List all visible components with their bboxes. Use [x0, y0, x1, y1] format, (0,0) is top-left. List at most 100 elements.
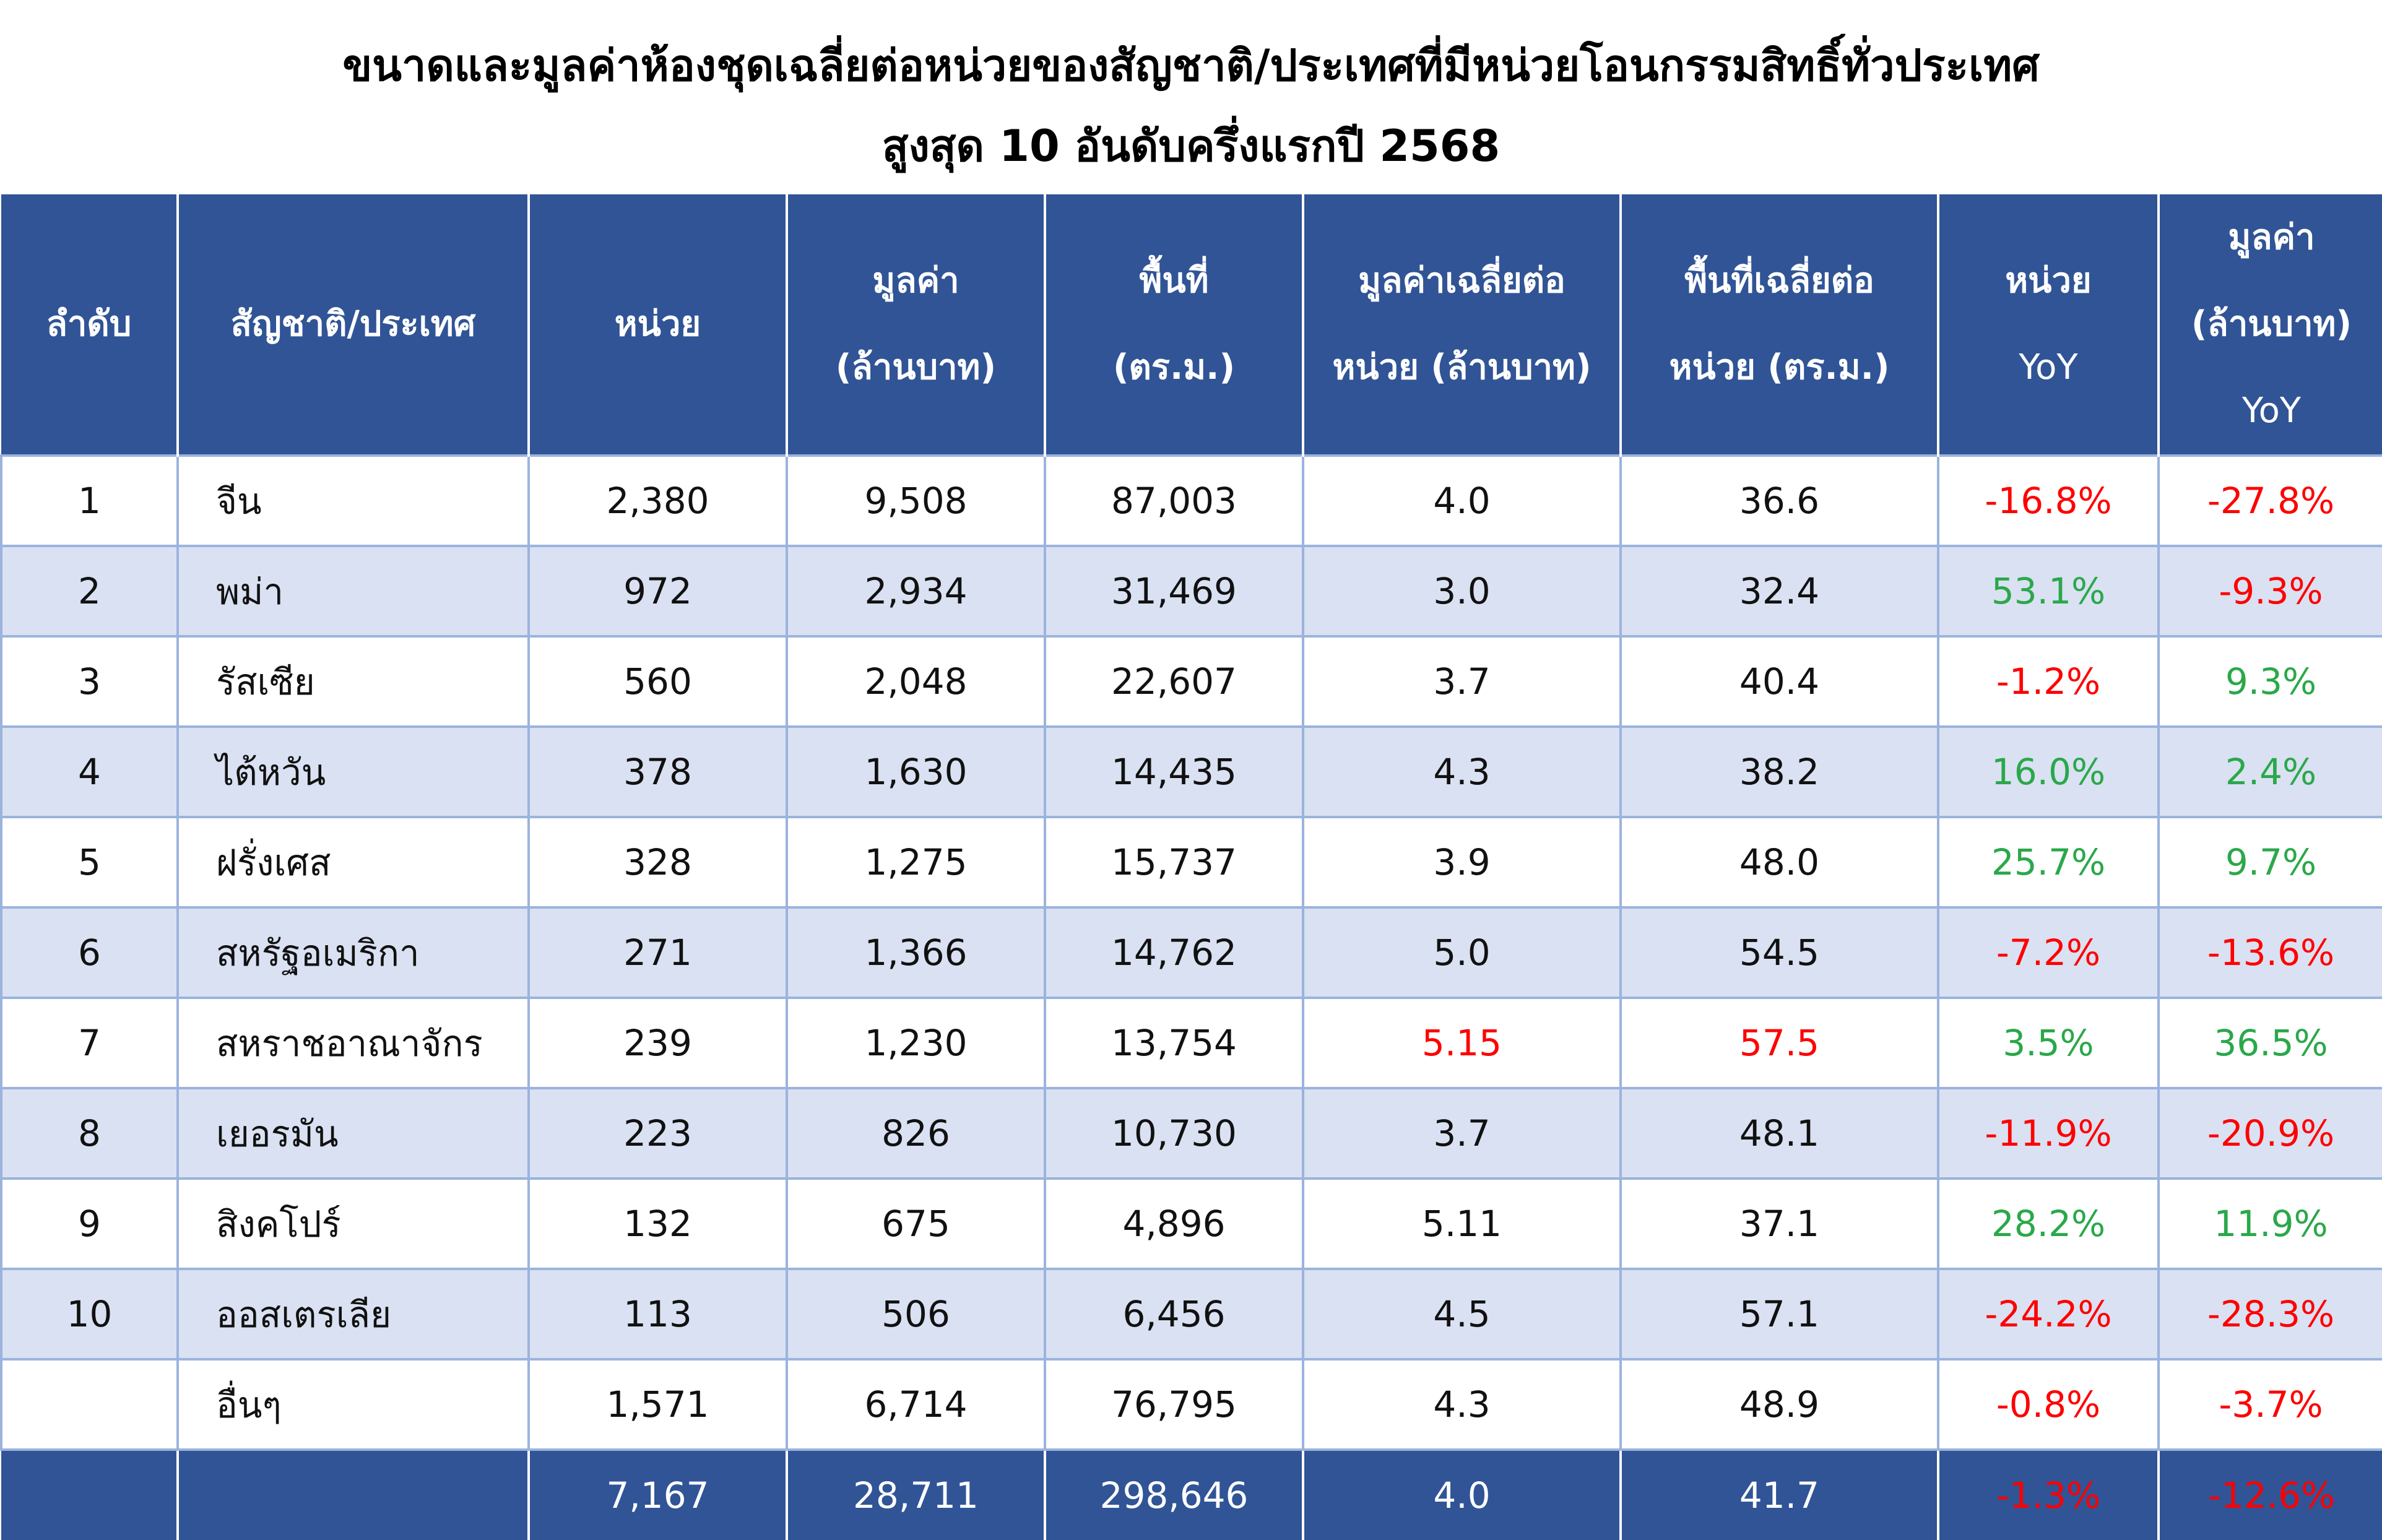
- total-value-yoy: -12.6%: [2157, 1450, 2382, 1540]
- title-line-2: สูงสุด 10 อันดับครึ่งแรกปี 2568: [881, 121, 1501, 171]
- cell-country: ฝรั่งเศส: [176, 816, 530, 909]
- cell-avg-area: 54.5: [1619, 906, 1939, 999]
- cell-units: 560: [527, 635, 788, 728]
- total-area: 298,646: [1044, 1450, 1303, 1540]
- cell-avg-value: 4.3: [1302, 1358, 1622, 1451]
- cell-units: 223: [527, 1087, 788, 1180]
- header-area: พื้นที่ (ตร.ม.): [1044, 194, 1303, 456]
- cell-country: ไต้หวัน: [176, 725, 530, 818]
- header-avg-area-l2: หน่วย (ตร.ม.): [1669, 347, 1890, 387]
- table-row: 7 สหราชอาณาจักร 239 1,230 13,754 5.15 57.5 3.5%…: [0, 997, 2382, 1089]
- cell-avg-value: 5.15: [1302, 997, 1622, 1089]
- header-row: ลำดับ สัญชาติ/ประเทศ หน่วย มูลค่า (ล้านบาท) พ…: [1, 194, 2382, 456]
- cell-rank: 3: [0, 635, 179, 728]
- table-body: 1 จีน 2,380 9,508 87,003 4.0 36.6 -16.8% -27.8% 2…: [0, 454, 2382, 1540]
- header-country-l1: สัญชาติ/ประเทศ: [230, 304, 476, 344]
- header-value-yoy-l2: (ล้านบาท): [2191, 304, 2352, 344]
- cell-value-yoy: 2.4%: [2157, 725, 2382, 818]
- header-units-yoy: หน่วย YoY: [1937, 194, 2159, 456]
- cell-area: 6,456: [1044, 1268, 1304, 1360]
- cell-units: 113: [527, 1268, 788, 1360]
- cell-value-yoy: -28.3%: [2157, 1268, 2382, 1360]
- header-avg-value-l1: มูลค่าเฉลี่ยต่อ: [1358, 261, 1566, 301]
- cell-avg-area: 57.1: [1619, 1268, 1939, 1360]
- cell-area: 10,730: [1044, 1087, 1304, 1180]
- cell-value: 1,275: [786, 816, 1046, 909]
- cell-value-yoy: -3.7%: [2157, 1358, 2382, 1451]
- header-rank-l1: ลำดับ: [46, 304, 132, 344]
- cell-area: 87,003: [1044, 454, 1304, 547]
- cell-units: 271: [527, 906, 788, 999]
- cell-value: 506: [786, 1268, 1046, 1360]
- cell-rank: [0, 1358, 179, 1451]
- header-area-l1: พื้นที่: [1139, 261, 1209, 301]
- cell-country: สิงคโปร์: [176, 1177, 530, 1270]
- header-rank: ลำดับ: [1, 194, 178, 456]
- cell-units-yoy: -16.8%: [1937, 454, 2160, 547]
- cell-avg-value: 3.9: [1302, 816, 1622, 909]
- header-value-yoy-l1: มูลค่า: [2228, 217, 2315, 257]
- cell-avg-area: 36.6: [1619, 454, 1939, 547]
- cell-avg-value: 4.0: [1302, 454, 1622, 547]
- cell-avg-area: 40.4: [1619, 635, 1939, 728]
- table-row: 4 ไต้หวัน 378 1,630 14,435 4.3 38.2 16.0% 2.4%: [0, 725, 2382, 818]
- total-units-yoy: -1.3%: [1937, 1450, 2159, 1540]
- cell-units: 378: [527, 725, 788, 818]
- header-units-yoy-l2: YoY: [2019, 347, 2078, 387]
- cell-rank: 2: [0, 545, 179, 638]
- header-value: มูลค่า (ล้านบาท): [786, 194, 1045, 456]
- cell-avg-area: 32.4: [1619, 545, 1939, 638]
- cell-avg-value: 3.0: [1302, 545, 1622, 638]
- cell-value-yoy: 11.9%: [2157, 1177, 2382, 1270]
- header-units-l1: หน่วย: [614, 304, 701, 344]
- cell-units-yoy: 53.1%: [1937, 545, 2160, 638]
- cell-value: 675: [786, 1177, 1046, 1270]
- cell-rank: 4: [0, 725, 179, 818]
- cell-area: 14,762: [1044, 906, 1304, 999]
- cell-avg-value: 3.7: [1302, 635, 1622, 728]
- cell-avg-area: 48.0: [1619, 816, 1939, 909]
- cell-rank: 6: [0, 906, 179, 999]
- cell-avg-area: 37.1: [1619, 1177, 1939, 1270]
- cell-area: 13,754: [1044, 997, 1304, 1089]
- cell-country: สหราชอาณาจักร: [176, 997, 530, 1089]
- header-avg-value-l2: หน่วย (ล้านบาท): [1332, 347, 1592, 387]
- table-row: 2 พม่า 972 2,934 31,469 3.0 32.4 53.1% -9.3%: [0, 545, 2382, 638]
- cell-area: 22,607: [1044, 635, 1304, 728]
- cell-rank: 9: [0, 1177, 179, 1270]
- cell-value: 1,366: [786, 906, 1046, 999]
- header-value-yoy-l3: YoY: [2241, 391, 2302, 431]
- cell-value: 6,714: [786, 1358, 1046, 1451]
- cell-avg-value: 4.5: [1302, 1268, 1622, 1360]
- cell-avg-value: 4.3: [1302, 725, 1622, 818]
- cell-rank: 8: [0, 1087, 179, 1180]
- cell-units-yoy: -11.9%: [1937, 1087, 2160, 1180]
- cell-value-yoy: -27.8%: [2157, 454, 2382, 547]
- cell-value: 9,508: [786, 454, 1046, 547]
- total-avg-value: 4.0: [1302, 1450, 1621, 1540]
- cell-country: รัสเซีย: [176, 635, 530, 728]
- total-country: [176, 1450, 529, 1540]
- header-avg-area-l1: พื้นที่เฉลี่ยต่อ: [1684, 261, 1874, 301]
- cell-avg-value: 5.11: [1302, 1177, 1622, 1270]
- cell-units: 132: [527, 1177, 788, 1270]
- cell-units-yoy: 25.7%: [1937, 816, 2160, 909]
- cell-area: 14,435: [1044, 725, 1304, 818]
- table-row: 5 ฝรั่งเศส 328 1,275 15,737 3.9 48.0 25.7% 9.7%: [0, 816, 2382, 909]
- cell-value: 1,630: [786, 725, 1046, 818]
- cell-units-yoy: -24.2%: [1937, 1268, 2160, 1360]
- header-country: สัญชาติ/ประเทศ: [176, 194, 529, 456]
- cell-rank: 10: [0, 1268, 179, 1360]
- cell-country: จีน: [176, 454, 530, 547]
- cell-avg-area: 57.5: [1619, 997, 1939, 1089]
- cell-units: 2,380: [527, 454, 788, 547]
- total-avg-area: 41.7: [1619, 1450, 1938, 1540]
- cell-avg-area: 38.2: [1619, 725, 1939, 818]
- cell-avg-value: 5.0: [1302, 906, 1622, 999]
- header-value-yoy: มูลค่า (ล้านบาท) YoY: [2157, 194, 2382, 456]
- header-value-l1: มูลค่า: [872, 261, 959, 301]
- total-value: 28,711: [786, 1450, 1045, 1540]
- cell-value-yoy: -9.3%: [2157, 545, 2382, 638]
- cell-country: เยอรมัน: [176, 1087, 530, 1180]
- cell-value-yoy: 9.3%: [2157, 635, 2382, 728]
